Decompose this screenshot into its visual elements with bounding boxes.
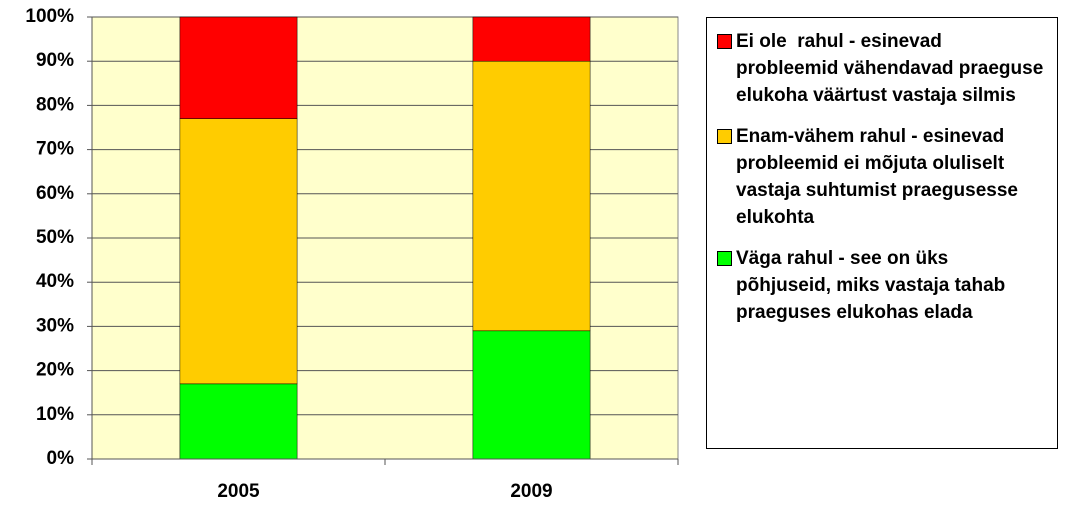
x-tick-label: 2009 [510, 481, 552, 502]
x-tick-label: 2005 [217, 481, 260, 502]
y-tick-label: 30% [36, 315, 74, 336]
y-tick-label: 60% [36, 183, 74, 204]
legend-item: Enam-vähem rahul - esinevad probleemid e… [717, 123, 1049, 231]
bar-segment [179, 118, 298, 385]
chart: 0% 10% 20% 30% 40% 50% 60% 70% 80% 90% 100% 2005 200… [25, 6, 679, 502]
bar-segment [472, 60, 591, 332]
y-tick-label: 100% [25, 6, 74, 27]
legend-label: Väga rahul - see on üks põhjuseid, miks … [736, 248, 1011, 323]
legend-swatch [717, 251, 732, 266]
legend-swatch [717, 129, 732, 144]
legend-item: Väga rahul - see on üks põhjuseid, miks … [717, 245, 1049, 326]
legend-item: Ei ole rahul - esinevad probleemid vähen… [717, 28, 1049, 109]
legend-label: Ei ole rahul - esinevad probleemid vähen… [736, 31, 1049, 106]
legend-swatch [717, 34, 732, 49]
legend: Ei ole rahul - esinevad probleemid vähen… [706, 17, 1058, 449]
y-tick-label: 40% [36, 271, 74, 292]
y-tick-label: 20% [36, 360, 74, 381]
bar-segment [179, 383, 298, 460]
y-tick-label: 90% [36, 50, 74, 71]
bar-segment [179, 16, 298, 119]
y-tick-label: 10% [36, 404, 74, 425]
y-tick-label: 80% [36, 94, 74, 115]
y-tick-label: 0% [47, 448, 75, 469]
y-tick-label: 50% [36, 227, 74, 248]
bar-segment [472, 16, 591, 62]
y-tick-label: 70% [36, 139, 74, 160]
legend-label: Enam-vähem rahul - esinevad probleemid e… [736, 126, 1024, 228]
bar-segment [472, 330, 591, 460]
